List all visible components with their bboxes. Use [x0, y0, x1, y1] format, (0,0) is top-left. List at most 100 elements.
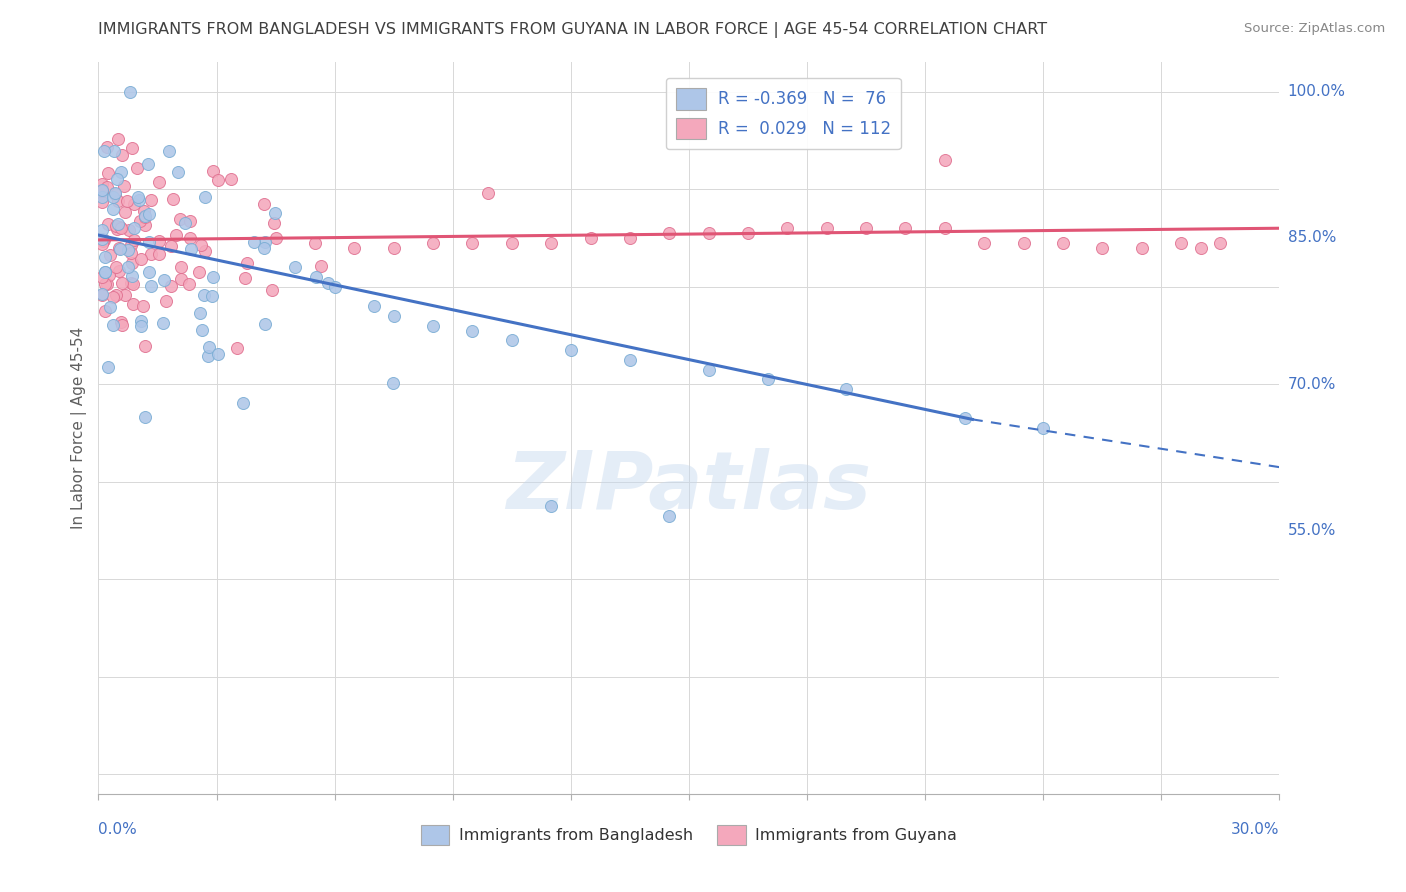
Point	[226, 341, 249, 355]
Point	[382, 241, 405, 255]
Point	[169, 260, 191, 274]
Point	[117, 244, 139, 258]
Point	[1012, 235, 1035, 250]
Point	[93, 250, 115, 264]
Point	[162, 192, 184, 206]
Point	[207, 173, 229, 187]
Point	[835, 382, 858, 396]
Point	[501, 235, 523, 250]
Point	[619, 231, 641, 245]
Point	[363, 299, 385, 313]
Point	[155, 293, 177, 308]
Point	[540, 235, 562, 250]
Point	[311, 260, 333, 274]
Point	[111, 148, 134, 162]
Point	[105, 219, 128, 233]
Point	[93, 145, 115, 159]
Point	[122, 197, 145, 211]
Point	[540, 499, 562, 513]
Point	[91, 270, 114, 285]
Point	[96, 140, 118, 154]
Point	[382, 309, 405, 323]
Point	[129, 313, 152, 327]
Point	[108, 241, 131, 255]
Point	[134, 218, 156, 232]
Point	[263, 205, 285, 219]
Text: 100.0%: 100.0%	[1288, 84, 1346, 99]
Point	[194, 190, 217, 204]
Point	[1032, 421, 1054, 435]
Point	[107, 132, 129, 146]
Point	[94, 304, 117, 318]
Y-axis label: In Labor Force | Age 45-54: In Labor Force | Age 45-54	[72, 327, 87, 529]
Point	[263, 216, 285, 230]
Point	[120, 245, 142, 260]
Point	[381, 376, 404, 390]
Point	[165, 227, 187, 242]
Point	[127, 190, 149, 204]
Text: Source: ZipAtlas.com: Source: ZipAtlas.com	[1244, 22, 1385, 36]
Point	[304, 235, 326, 250]
Point	[120, 85, 142, 99]
Point	[179, 214, 201, 228]
Point	[174, 216, 197, 230]
Point	[179, 230, 201, 244]
Text: 0.0%: 0.0%	[98, 822, 138, 837]
Point	[134, 339, 156, 353]
Point	[236, 256, 259, 270]
Point	[104, 186, 127, 201]
Point	[148, 247, 170, 261]
Point	[107, 194, 129, 208]
Text: IMMIGRANTS FROM BANGLADESH VS IMMIGRANTS FROM GUYANA IN LABOR FORCE | AGE 45-54 : IMMIGRANTS FROM BANGLADESH VS IMMIGRANTS…	[98, 22, 1047, 38]
Point	[97, 218, 120, 232]
Point	[139, 247, 162, 261]
Point	[91, 184, 114, 198]
Point	[97, 359, 120, 374]
Point	[91, 286, 114, 301]
Point	[127, 161, 149, 176]
Point	[152, 273, 174, 287]
Point	[129, 252, 152, 266]
Point	[207, 347, 229, 361]
Point	[1209, 235, 1232, 250]
Point	[934, 153, 956, 167]
Point	[91, 190, 114, 204]
Point	[157, 144, 180, 158]
Point	[284, 260, 307, 275]
Point	[191, 322, 214, 336]
Point	[619, 352, 641, 367]
Point	[121, 256, 143, 270]
Point	[122, 220, 145, 235]
Point	[96, 180, 118, 194]
Point	[1170, 235, 1192, 250]
Text: 30.0%: 30.0%	[1232, 822, 1279, 837]
Point	[94, 265, 117, 279]
Point	[94, 277, 117, 292]
Point	[103, 189, 125, 203]
Point	[221, 171, 243, 186]
Point	[108, 242, 131, 256]
Point	[253, 317, 276, 331]
Point	[101, 290, 124, 304]
Point	[264, 231, 287, 245]
Point	[93, 265, 115, 279]
Point	[104, 187, 127, 202]
Point	[305, 269, 328, 284]
Point	[658, 508, 681, 523]
Point	[136, 157, 159, 171]
Point	[134, 210, 156, 224]
Point	[1189, 241, 1212, 255]
Point	[202, 164, 225, 178]
Legend: Immigrants from Bangladesh, Immigrants from Guyana: Immigrants from Bangladesh, Immigrants f…	[415, 819, 963, 852]
Point	[134, 410, 156, 425]
Point	[139, 193, 162, 207]
Point	[131, 318, 153, 333]
Point	[105, 221, 128, 235]
Point	[180, 242, 202, 256]
Point	[134, 203, 156, 218]
Point	[160, 239, 183, 253]
Point	[501, 334, 523, 348]
Point	[91, 236, 114, 251]
Point	[117, 223, 139, 237]
Point	[422, 318, 444, 333]
